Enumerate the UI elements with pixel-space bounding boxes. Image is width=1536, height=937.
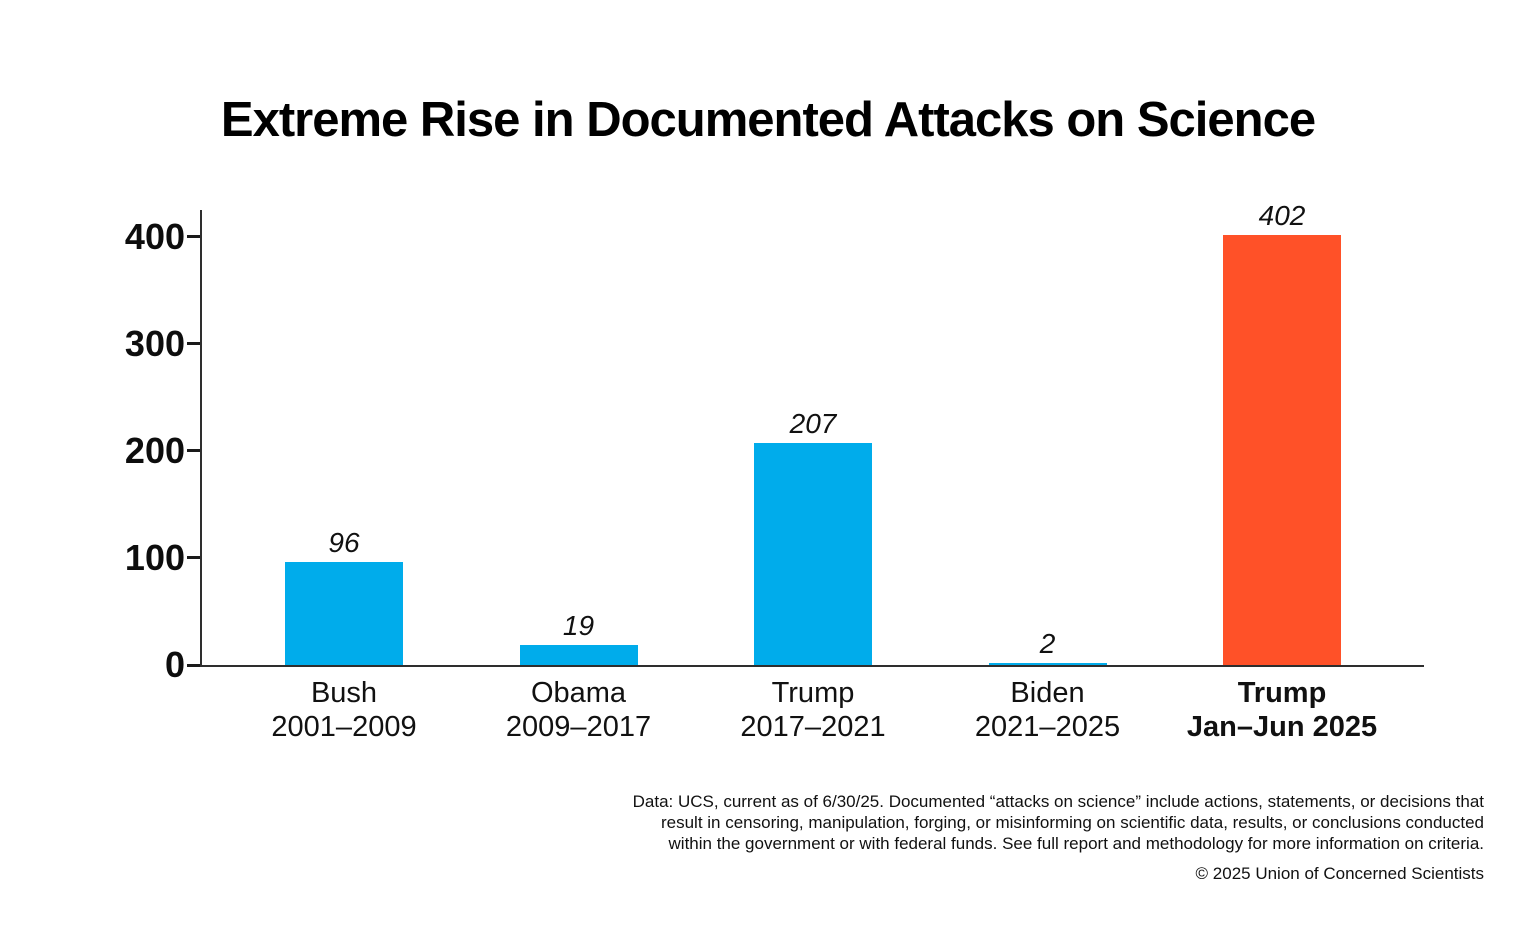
bar-obama-2009-2017 bbox=[519, 644, 638, 665]
footnote-line-1: Data: UCS, current as of 6/30/25. Docume… bbox=[632, 792, 1484, 811]
y-tick-label-300: 300 bbox=[124, 322, 185, 364]
footnote-line-3: within the government or with federal fu… bbox=[668, 834, 1484, 853]
y-tick-label-200: 200 bbox=[124, 429, 185, 471]
bar-trump-2017-2021 bbox=[754, 443, 872, 665]
value-label-trump-jan-jun-2025: 402 bbox=[1258, 199, 1306, 231]
y-tick-label-0: 0 bbox=[164, 644, 185, 685]
y-tick-mark-100 bbox=[187, 556, 200, 560]
value-label-obama-2009-2017: 19 bbox=[562, 609, 595, 641]
value-label-biden-2021-2025: 2 bbox=[1039, 627, 1056, 659]
x-label-bush-2001-2009-line-2: 2001–2009 bbox=[271, 711, 417, 743]
bar-biden-2021-2025 bbox=[988, 662, 1107, 665]
footnote: Data: UCS, current as of 6/30/25. Docume… bbox=[633, 791, 1484, 884]
x-label-obama-2009-2017-line-1: Obama bbox=[530, 677, 627, 709]
bar-bush-2001-2009 bbox=[285, 562, 403, 665]
x-label-biden-2021-2025-line-1: Biden bbox=[1010, 677, 1085, 709]
x-label-trump-2017-2021-line-1: Trump bbox=[771, 677, 855, 709]
y-tick-label-100: 100 bbox=[124, 536, 185, 578]
plot-area: 0 100 200 300 400 96 19 207 2 402 bbox=[125, 200, 1424, 683]
footnote-line-2: result in censoring, manipulation, forgi… bbox=[660, 813, 1484, 832]
x-label-trump-2017-2021-line-2: 2017–2021 bbox=[740, 711, 886, 743]
x-label-biden-2021-2025: Biden 2021–2025 bbox=[931, 676, 1165, 744]
y-tick-mark-300 bbox=[187, 342, 200, 346]
x-label-obama-2009-2017: Obama 2009–2017 bbox=[462, 676, 696, 744]
x-label-bush-2001-2009: Bush 2001–2009 bbox=[227, 676, 461, 744]
x-label-trump-jan-jun-2025-line-1: Trump bbox=[1237, 677, 1327, 709]
x-label-obama-2009-2017-line-2: 2009–2017 bbox=[505, 711, 652, 743]
y-tick-mark-400 bbox=[187, 235, 200, 239]
y-tick-label-400: 400 bbox=[124, 215, 185, 257]
value-label-bush-2001-2009: 96 bbox=[328, 527, 360, 559]
x-label-trump-2017-2021: Trump 2017–2021 bbox=[696, 676, 930, 744]
bar-trump-jan-jun-2025 bbox=[1223, 234, 1341, 665]
x-label-trump-jan-jun-2025: Trump Jan–Jun 2025 bbox=[1165, 676, 1399, 744]
y-tick-mark-200 bbox=[187, 449, 200, 453]
value-label-trump-2017-2021: 207 bbox=[789, 408, 837, 440]
copyright: © 2025 Union of Concerned Scientists bbox=[1195, 864, 1484, 883]
x-label-biden-2021-2025-line-2: 2021–2025 bbox=[974, 711, 1121, 743]
x-axis-labels: Bush 2001–2009 Obama 2009–2017 Trump 2017–202… bbox=[202, 676, 1424, 766]
x-label-bush-2001-2009-line-1: Bush bbox=[310, 677, 378, 709]
y-tick-mark-0 bbox=[187, 663, 200, 667]
x-label-trump-jan-jun-2025-line-2: Jan–Jun 2025 bbox=[1186, 711, 1378, 743]
chart-title: Extreme Rise in Documented Attacks on Sc… bbox=[220, 93, 1316, 147]
